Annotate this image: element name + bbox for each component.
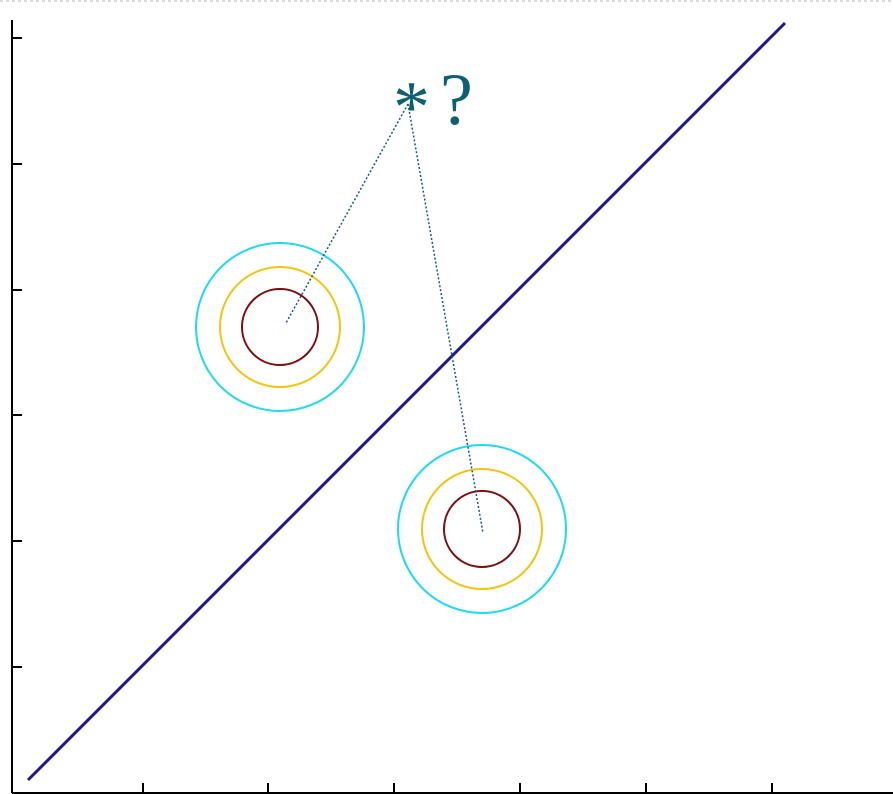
decision-boundary-line bbox=[26, 21, 787, 782]
contour-inner bbox=[443, 490, 521, 568]
contour-outer bbox=[195, 242, 365, 412]
distance-link-to-upper-left bbox=[285, 103, 409, 324]
query-marker: * bbox=[393, 67, 430, 149]
y-axis-ticks bbox=[12, 37, 22, 668]
query-label: ? bbox=[440, 59, 473, 141]
contour-outer bbox=[397, 444, 567, 614]
cluster-upper-left bbox=[195, 242, 365, 412]
x-axis-ticks bbox=[142, 783, 773, 793]
contour-inner bbox=[241, 288, 319, 366]
contour-middle bbox=[219, 266, 341, 388]
contour-middle bbox=[421, 468, 543, 590]
distance-link-to-lower-right bbox=[407, 103, 484, 534]
cluster-lower-right bbox=[397, 444, 567, 614]
